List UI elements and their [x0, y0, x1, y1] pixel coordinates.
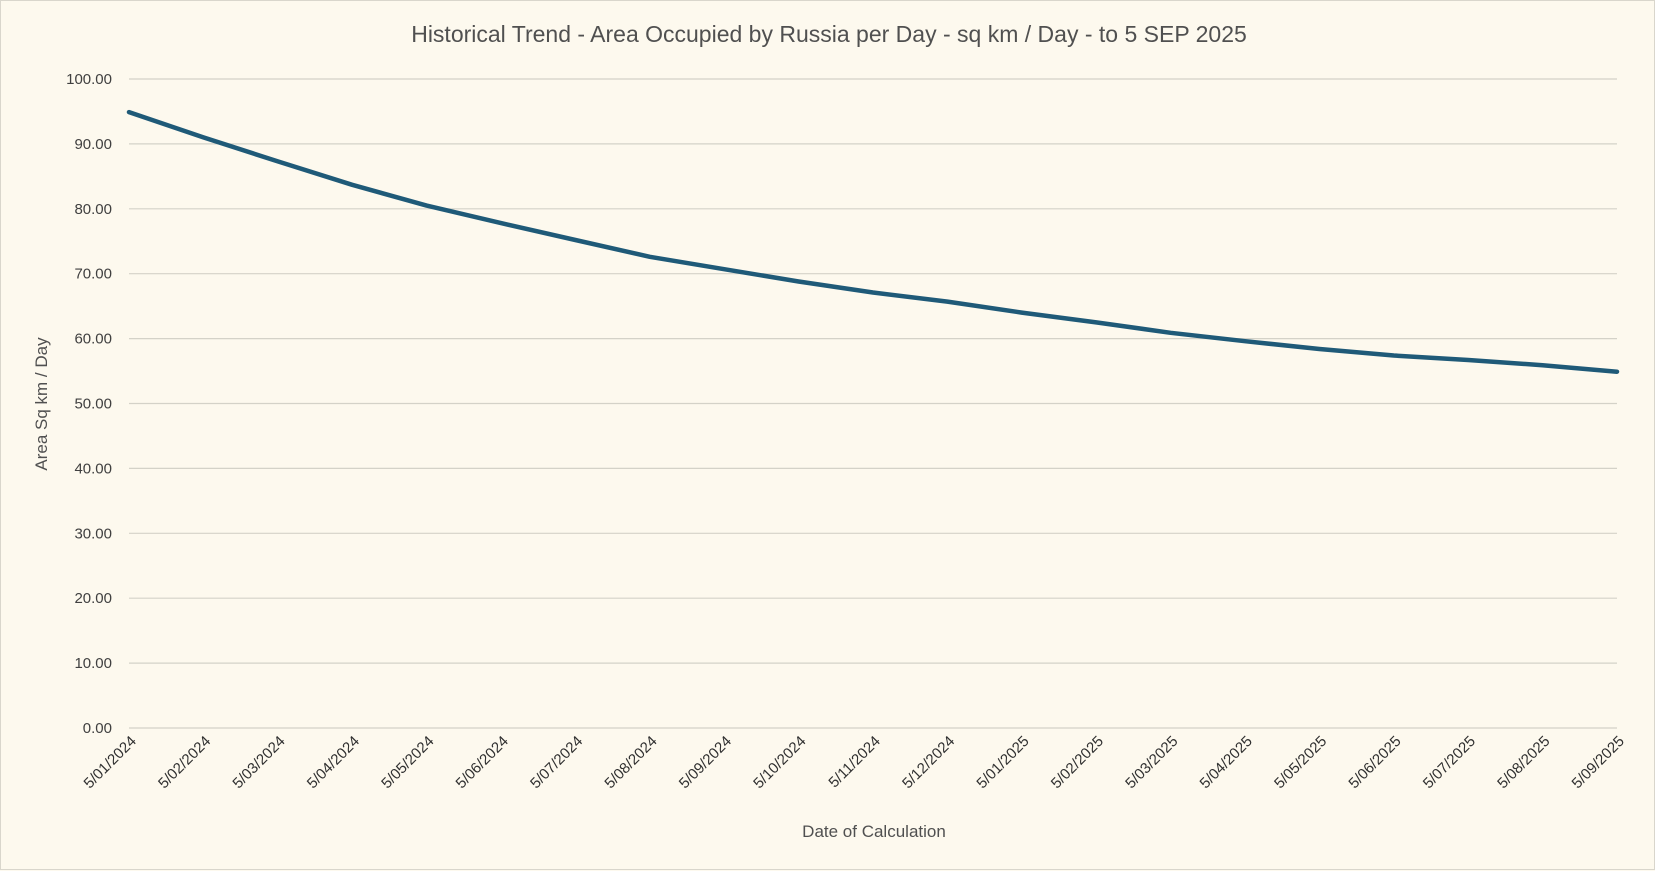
x-tick-label: 5/08/2024 [601, 733, 660, 792]
y-tick-label: 10.00 [74, 655, 112, 672]
chart-title: Historical Trend - Area Occupied by Russ… [411, 21, 1247, 47]
x-tick-label: 5/10/2024 [750, 733, 809, 792]
series-layer [126, 109, 1620, 374]
y-tick-label: 0.00 [83, 720, 112, 737]
y-tick-label: 30.00 [74, 525, 112, 542]
x-tick-label: 5/02/2025 [1048, 733, 1107, 792]
series-line [126, 109, 1620, 374]
y-tick-label: 100.00 [66, 71, 112, 88]
x-tick-label: 5/12/2024 [899, 733, 958, 792]
x-axis-label: Date of Calculation [802, 822, 946, 841]
y-tick-label: 70.00 [74, 266, 112, 283]
x-tick-label: 5/01/2024 [81, 733, 140, 792]
y-axis-label: Area Sq km / Day [32, 337, 51, 471]
x-tick-label: 5/04/2024 [304, 733, 363, 792]
x-tick-label: 5/02/2024 [155, 733, 214, 792]
x-tick-label: 5/04/2025 [1197, 733, 1256, 792]
x-tick-label: 5/09/2025 [1569, 733, 1628, 792]
y-tick-label: 60.00 [74, 331, 112, 348]
y-tick-label: 80.00 [74, 201, 112, 218]
x-tick-label: 5/06/2025 [1345, 733, 1404, 792]
x-tick-label: 5/03/2025 [1122, 733, 1181, 792]
y-axis-ticks: 0.00 10.00 20.00 30.00 40.00 50.00 60.00 70.00 8… [66, 71, 112, 737]
x-tick-label: 5/03/2024 [229, 733, 288, 792]
x-tick-label: 5/07/2025 [1420, 733, 1479, 792]
x-tick-label: 5/07/2024 [527, 733, 586, 792]
y-tick-label: 50.00 [74, 396, 112, 413]
y-tick-label: 90.00 [74, 136, 112, 153]
x-axis-ticks: 5/01/2024 5/02/2024 5/03/2024 5/04/2024 5/05… [81, 733, 1628, 792]
y-tick-label: 20.00 [74, 590, 112, 607]
x-tick-label: 5/05/2024 [378, 733, 437, 792]
x-tick-label: 5/01/2025 [973, 733, 1032, 792]
x-tick-label: 5/05/2025 [1271, 733, 1330, 792]
x-tick-label: 5/09/2024 [676, 733, 735, 792]
x-tick-label: 5/08/2025 [1494, 733, 1553, 792]
y-tick-label: 40.00 [74, 460, 112, 477]
x-tick-label: 5/06/2024 [453, 733, 512, 792]
gridlines [129, 78, 1617, 729]
x-tick-label: 5/11/2024 [825, 733, 883, 791]
